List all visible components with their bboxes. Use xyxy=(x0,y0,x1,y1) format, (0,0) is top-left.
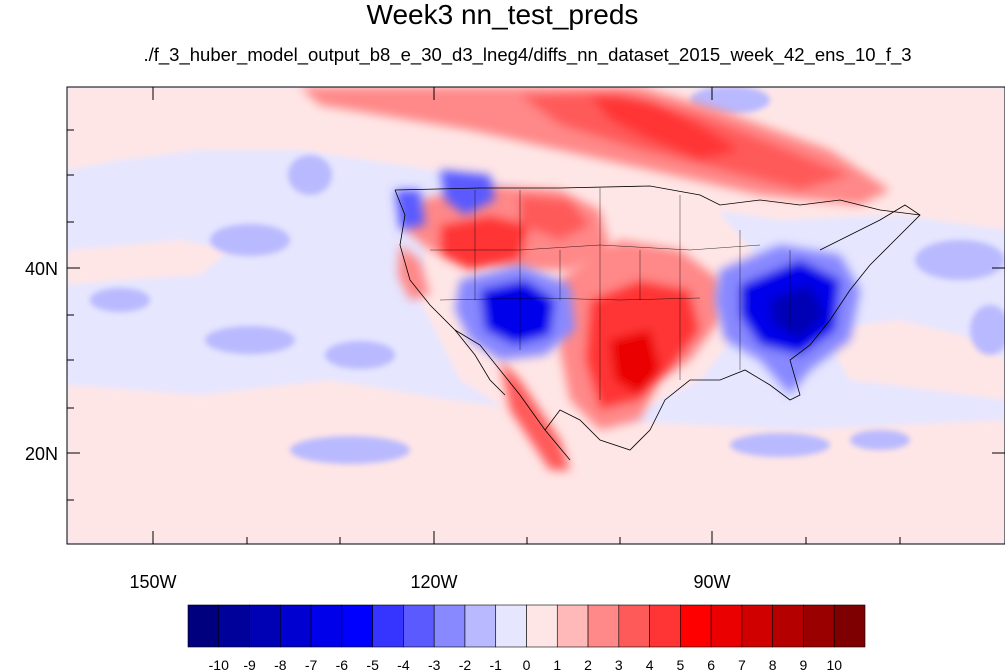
colorbar-swatch xyxy=(464,604,497,648)
colorbar-swatch xyxy=(710,604,743,648)
axis-ticks xyxy=(67,87,1005,544)
colorbar-tick-label: 9 xyxy=(800,657,808,672)
colorbar-tick-label: -3 xyxy=(428,657,441,672)
colorbar-swatch xyxy=(587,604,620,648)
y-tick-label: 40N xyxy=(25,259,58,279)
x-tick-label: 90W xyxy=(693,572,730,592)
colorbar-tick-label: -10 xyxy=(209,657,229,672)
colorbar-tick-label: 0 xyxy=(523,657,531,672)
colorbar-swatch xyxy=(495,604,527,648)
colorbar-tick-label: 3 xyxy=(615,657,623,672)
colorbar-tick-label: -5 xyxy=(366,657,379,672)
map-frame xyxy=(66,86,1005,545)
colorbar-tick-label: 6 xyxy=(707,657,715,672)
colorbar-tick-label: -9 xyxy=(243,657,256,672)
blue-anomaly-regions xyxy=(395,170,860,395)
x-tick-label: 120W xyxy=(410,572,457,592)
colorbar-tick-label: 10 xyxy=(826,657,842,672)
colorbar-tick-label: -4 xyxy=(397,657,410,672)
colorbar xyxy=(187,604,866,648)
colorbar-swatch xyxy=(649,604,681,648)
colorbar-swatch xyxy=(618,604,650,648)
map-subtitle: ./f_3_huber_model_output_b8_e_30_d3_lneg… xyxy=(143,44,912,65)
x-axis-labels: 150W 120W 90W xyxy=(129,572,730,592)
colorbar-swatch xyxy=(680,604,712,648)
colorbar-swatch xyxy=(556,604,589,648)
state-borders xyxy=(430,188,791,400)
colorbar-tick-label: 7 xyxy=(738,657,746,672)
colorbar-swatch xyxy=(280,604,312,648)
colorbar-tick-label: -6 xyxy=(336,657,349,672)
colorbar-swatch xyxy=(403,604,435,648)
colorbar-tick-label: -7 xyxy=(305,657,318,672)
colorbar-tick-label: -8 xyxy=(274,657,287,672)
colorbar-tick-label: -1 xyxy=(490,657,503,672)
colorbar-tick-label: -2 xyxy=(459,657,472,672)
map-plot-area xyxy=(67,87,1005,544)
x-tick-label: 150W xyxy=(129,572,176,592)
colorbar-swatch xyxy=(833,604,866,648)
colorbar-labels: -10 -9 -8 -7 -6 -5 -4 -3 -2 -1 0 1 2 3 4 5 6 7 8 9 10 xyxy=(209,657,843,672)
colorbar-swatch xyxy=(218,604,250,648)
map-title: Week3 nn_test_preds xyxy=(366,0,639,30)
colorbar-tick-label: 8 xyxy=(769,657,777,672)
colorbar-swatch xyxy=(187,604,220,648)
colorbar-tick-label: 4 xyxy=(646,657,654,672)
colorbar-tick-label: 5 xyxy=(676,657,684,672)
pale-blue-patches xyxy=(90,87,1005,464)
colorbar-swatch xyxy=(249,604,281,648)
colorbar-tick-label: 1 xyxy=(553,657,561,672)
y-axis-labels: 40N 20N xyxy=(25,259,58,464)
y-tick-label: 20N xyxy=(25,444,58,464)
colorbar-tick-label: 2 xyxy=(584,657,592,672)
colorbar-swatch xyxy=(310,604,343,648)
colorbar-swatch xyxy=(433,604,466,648)
colorbar-swatch xyxy=(526,604,558,648)
colorbar-swatch xyxy=(772,604,804,648)
coastlines xyxy=(394,185,921,461)
colorbar-swatch xyxy=(741,604,773,648)
colorbar-swatch xyxy=(341,604,373,648)
colorbar-swatch xyxy=(372,604,404,648)
colorbar-swatch xyxy=(803,604,835,648)
